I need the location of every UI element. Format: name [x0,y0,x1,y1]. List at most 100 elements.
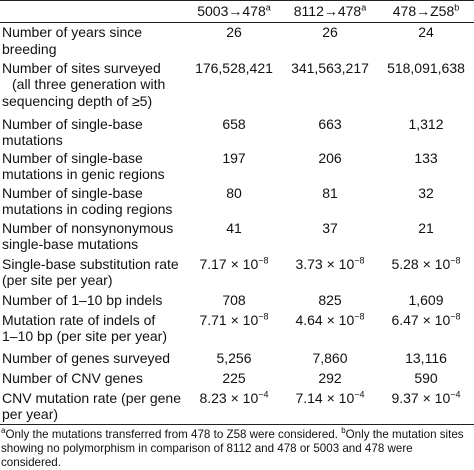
value-cell: 80 [226,184,242,201]
value-cell: 658 [222,115,246,132]
row-label: Number of genes surveyed [0,349,186,369]
table-row: Number of nonsynonymous single-base mutat… [0,219,474,255]
value-base: 6.47 × 10 [391,311,451,328]
value-cell: 1,609 [408,291,444,308]
table-row: Single-base substitution rate (per site p… [0,255,474,291]
value-cell: 3.73 × 10−8 [282,255,378,291]
value-cell: 518,091,638 [387,59,465,76]
value-cell: 590 [414,369,438,386]
value-cell: 825 [318,291,342,308]
row-label: Number of sites surveyed (all three gener… [0,59,186,115]
value-exp: −8 [354,254,365,265]
value-exp: −4 [258,388,269,399]
label-line: (all three generation with [12,76,166,92]
value-cell: 5.28 × 10−8 [378,255,474,291]
value-cell: 13,116 [405,349,447,366]
value-base: 7.17 × 10 [199,255,259,272]
value-cell: 225 [222,369,246,386]
label-line: mutations in coding regions [2,201,173,217]
value-base: 3.73 × 10 [295,255,355,272]
header-cell: 8112→478a [282,0,378,23]
value-cell: 21 [418,219,434,236]
value-exp: −4 [354,388,365,399]
value-base: 5.28 × 10 [391,255,451,272]
footnote-mark: b [341,426,346,436]
label-line: breeding [2,40,57,57]
row-label: Number of 1–10 bp indels [0,291,186,311]
value-exp: −8 [354,310,365,321]
value-base: 7.14 × 10 [295,389,355,406]
table-row: Number of 1–10 bp indels 708 825 1,609 [0,291,474,311]
table-row: Number of single-base mutations in genic … [0,149,474,184]
value-cell: 6.47 × 10−8 [378,311,474,349]
value-exp: −4 [450,388,461,399]
header-sup: b [454,2,460,13]
header-cell: 478→Z58b [378,0,474,23]
label-line: Number of sites surveyed [2,59,161,76]
label-line: Number of CNV genes [2,369,143,386]
value-cell: 32 [418,184,434,201]
row-label: Number of CNV genes [0,369,186,389]
value-base: 4.64 × 10 [295,311,355,328]
table-body: Number of years since breeding 26 26 24 Numbe… [0,23,474,425]
header-text: 5003→478 [197,3,266,20]
value-cell: 4.64 × 10−8 [282,311,378,349]
row-label: Number of nonsynonymous single-base mutat… [0,219,186,255]
value-cell: 1,312 [408,115,444,132]
row-label: Number of single-base mutations in coding… [0,184,186,219]
row-label: Number of single-base mutations [0,115,186,149]
table-row: Mutation rate of indels of 1–10 bp (per s… [0,311,474,349]
value-exp: −8 [450,254,461,265]
value-cell: 41 [226,219,242,236]
table-row: Number of genes surveyed 5,256 7,860 13,116 [0,349,474,369]
value-cell: 133 [414,149,438,166]
value-exp: −8 [258,310,269,321]
row-label: Mutation rate of indels of 1–10 bp (per s… [0,311,186,349]
value-cell: 7.14 × 10−4 [282,388,378,425]
table-row: Number of single-base mutations in coding… [0,184,474,219]
table-row: Number of sites surveyed (all three gener… [0,59,474,115]
table-row: CNV mutation rate (per gene per year) 8.23… [0,388,474,425]
header-row: 5003→478a 8112→478a 478→Z58b [0,0,474,23]
value-cell: 292 [318,369,342,386]
value-cell: 7.17 × 10−8 [186,255,282,291]
footnote-mark: a [1,426,6,436]
label-line: Number of nonsynonymous [2,219,174,236]
label-line: per year) [2,406,59,422]
value-cell: 8.23 × 10−4 [186,388,282,425]
value-cell: 663 [318,115,342,132]
footnote-text: Only the mutations transferred from 478 … [5,428,342,441]
label-line: mutations in genic regions [2,166,165,182]
value-base: 8.23 × 10 [199,389,259,406]
row-label: CNV mutation rate (per gene per year) [0,388,186,425]
value-cell: 7,860 [312,349,348,366]
header-sup: a [265,2,271,13]
value-cell: 9.37 × 10−4 [378,388,474,425]
header-cell: 5003→478a [186,0,282,23]
value-cell: 24 [418,24,434,40]
value-cell: 7.71 × 10−8 [186,311,282,349]
label-line: CNV mutation rate (per gene [2,389,181,406]
data-table: 5003→478a 8112→478a 478→Z58b Number of yea… [0,0,474,425]
value-base: 7.71 × 10 [199,311,259,328]
header-cell [0,0,186,23]
row-label: Number of single-base mutations in genic … [0,149,186,184]
footnote-text: Only the mutation sites showing no polym… [1,428,464,469]
value-cell: 206 [318,149,342,166]
value-cell: 197 [222,149,246,166]
value-cell: 26 [226,24,242,40]
label-line: (per site per year) [2,272,113,288]
value-cell: 37 [322,219,338,236]
value-cell: 341,563,217 [291,59,369,76]
label-line: Number of single-base [2,184,143,201]
value-cell: 26 [322,24,338,40]
label-line: Mutation rate of indels of [2,311,156,328]
row-label: Number of years since breeding [0,23,186,59]
header-text: 8112→478 [293,3,362,20]
label-line: Number of genes surveyed [2,349,171,366]
value-cell: 5,256 [216,349,252,366]
value-exp: −8 [258,254,269,265]
label-line: single-base mutations [2,236,139,252]
label-line: mutations [2,132,63,148]
